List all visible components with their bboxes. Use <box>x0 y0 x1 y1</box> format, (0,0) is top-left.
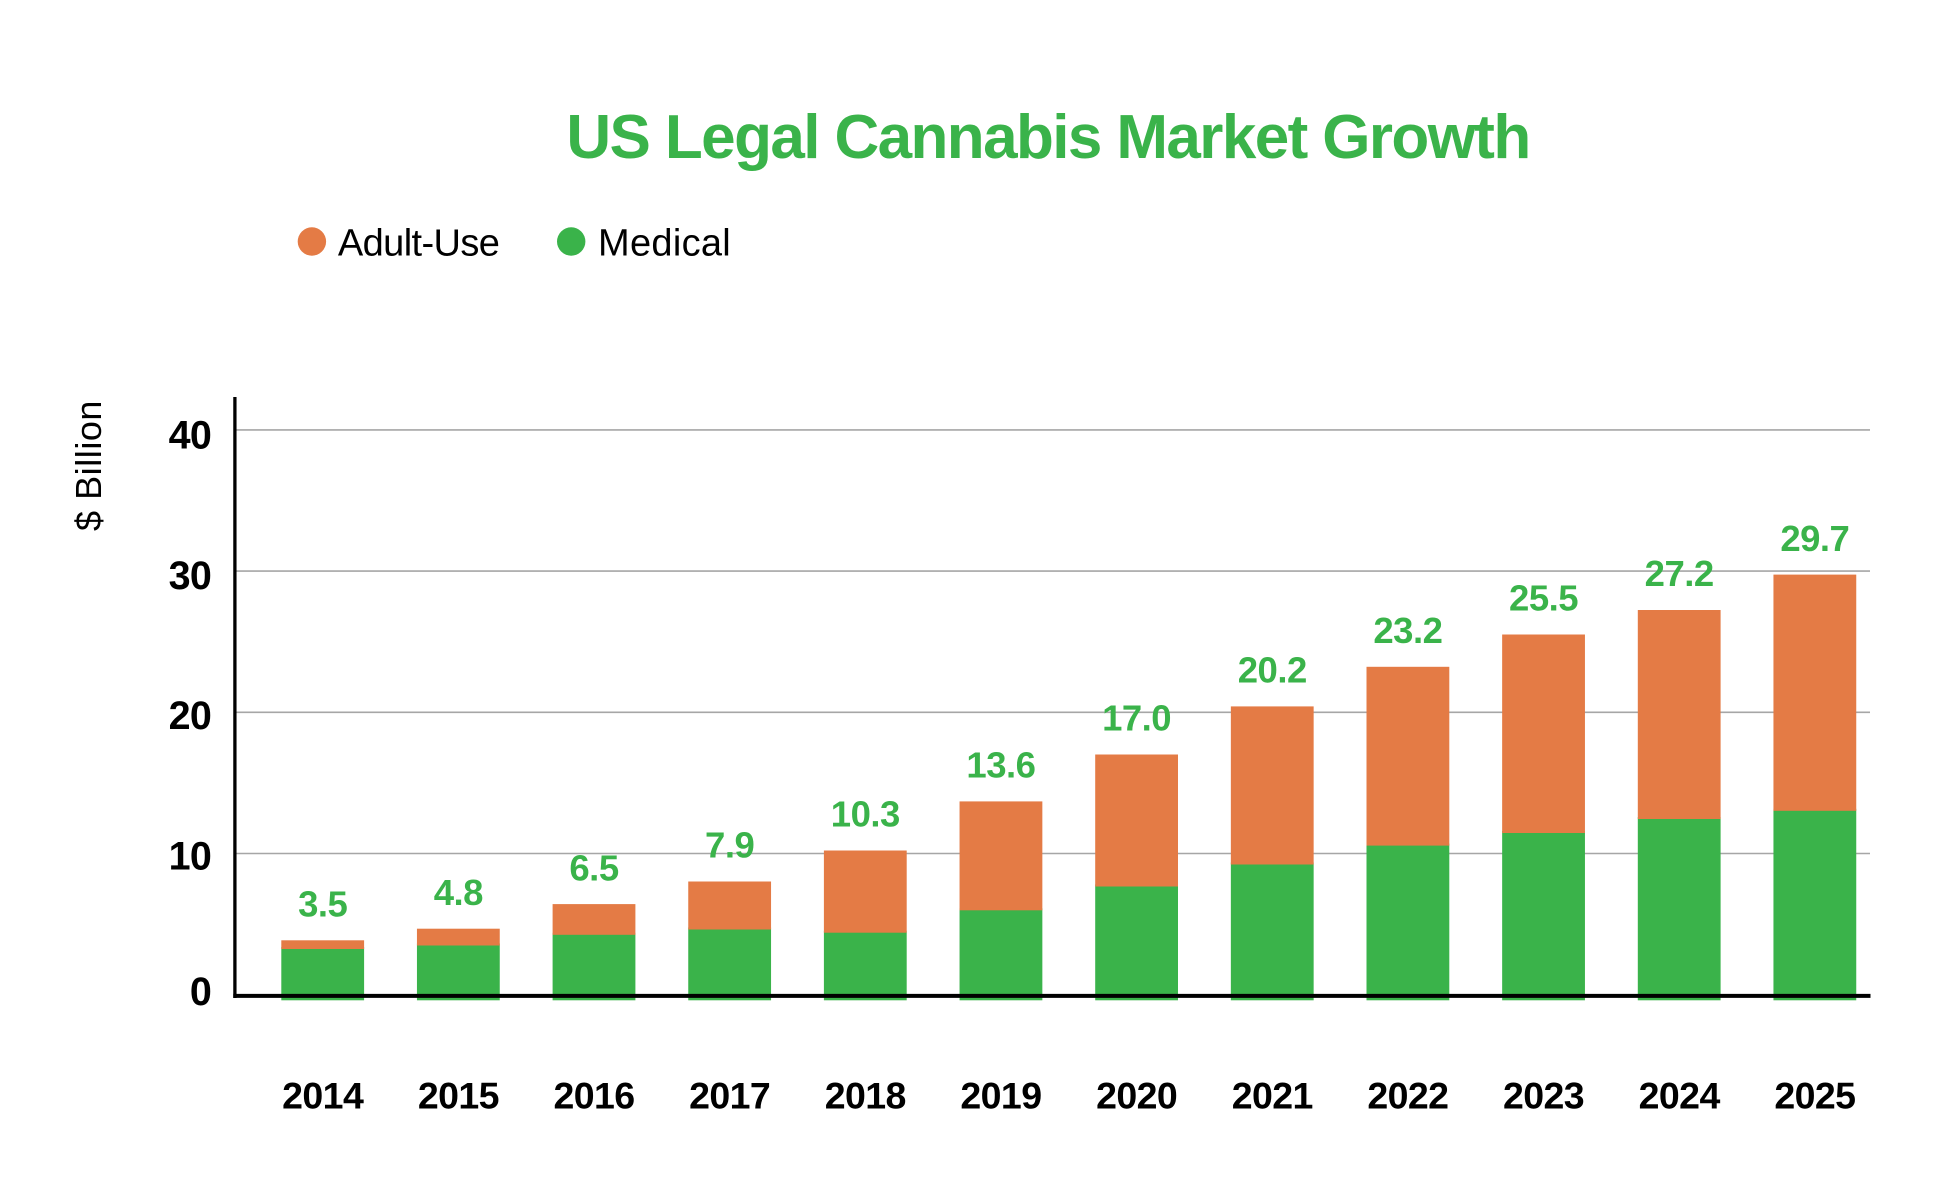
svg-text:2025: 2025 <box>1774 1075 1855 1117</box>
svg-text:20: 20 <box>169 694 211 738</box>
svg-text:2023: 2023 <box>1503 1075 1584 1117</box>
svg-text:2021: 2021 <box>1232 1075 1313 1117</box>
svg-text:2019: 2019 <box>960 1075 1041 1117</box>
svg-text:40: 40 <box>169 414 211 458</box>
svg-text:2014: 2014 <box>282 1075 364 1117</box>
svg-text:2016: 2016 <box>553 1075 634 1117</box>
svg-text:$ Billion: $ Billion <box>68 400 109 531</box>
svg-text:0: 0 <box>190 970 211 1014</box>
svg-text:10.3: 10.3 <box>831 794 900 835</box>
svg-text:2024: 2024 <box>1639 1075 1721 1117</box>
svg-text:Medical: Medical <box>598 223 731 265</box>
svg-text:13.6: 13.6 <box>966 745 1035 786</box>
svg-text:6.5: 6.5 <box>569 847 618 888</box>
svg-text:7.9: 7.9 <box>705 825 754 866</box>
svg-text:30: 30 <box>169 554 211 598</box>
svg-text:27.2: 27.2 <box>1645 553 1714 594</box>
svg-text:25.5: 25.5 <box>1509 578 1578 619</box>
svg-text:Adult-Use: Adult-Use <box>338 223 499 265</box>
svg-text:3.5: 3.5 <box>298 884 347 925</box>
svg-text:23.2: 23.2 <box>1373 610 1442 651</box>
svg-text:2020: 2020 <box>1096 1075 1177 1117</box>
svg-text:2022: 2022 <box>1367 1075 1448 1117</box>
svg-text:2015: 2015 <box>418 1075 499 1117</box>
svg-text:US Legal Cannabis Market Growt: US Legal Cannabis Market Growth <box>566 103 1529 172</box>
svg-text:2018: 2018 <box>825 1075 906 1117</box>
svg-text:2017: 2017 <box>689 1075 770 1117</box>
svg-text:20.2: 20.2 <box>1238 650 1307 691</box>
svg-text:17.0: 17.0 <box>1102 698 1171 739</box>
svg-text:29.7: 29.7 <box>1780 518 1849 559</box>
svg-text:10: 10 <box>169 835 211 879</box>
svg-text:4.8: 4.8 <box>434 872 483 913</box>
